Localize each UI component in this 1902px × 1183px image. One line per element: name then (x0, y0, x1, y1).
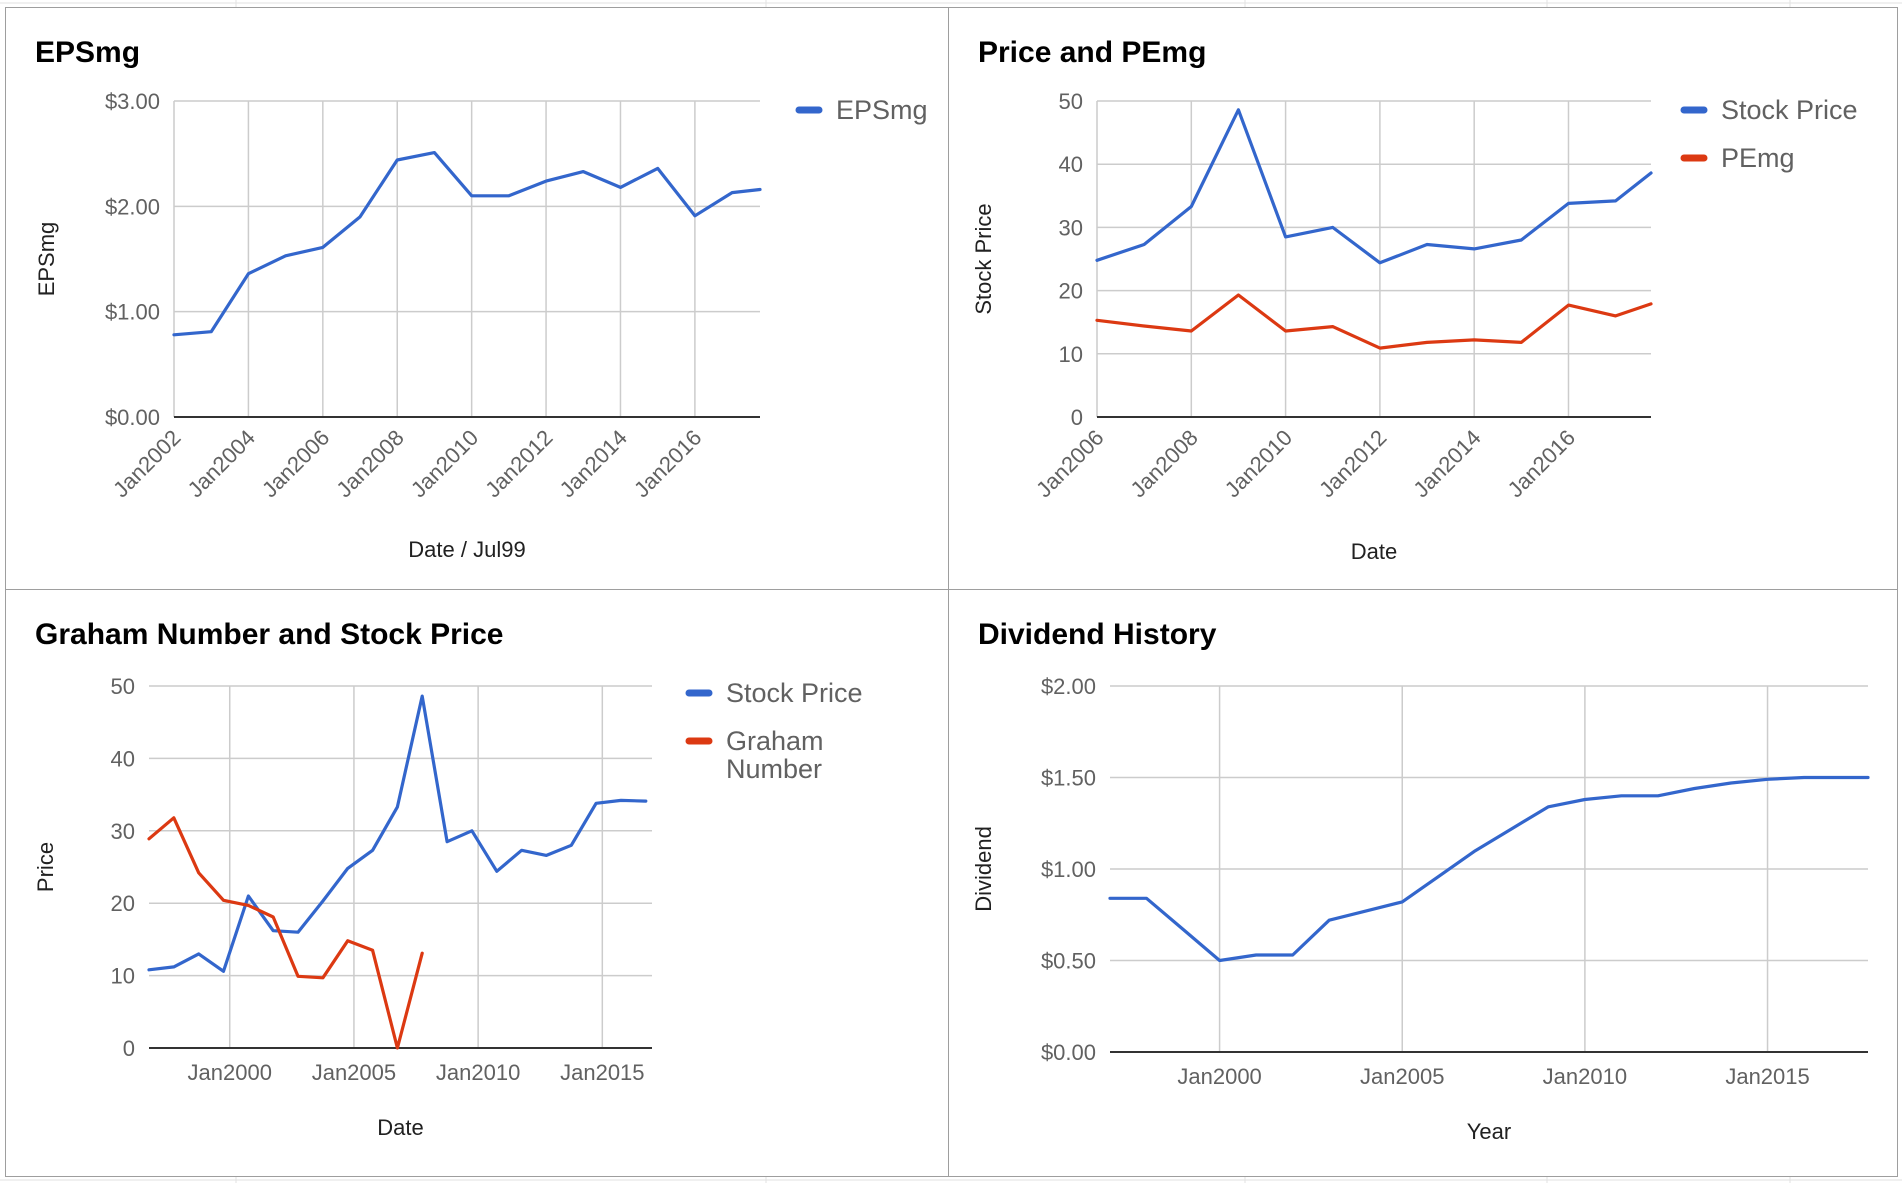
epsmg-chart-panel: EPSmg $0.00 $1.00 $2.00 $3.00 Jan2002 Jan2004… (5, 7, 950, 590)
y-tick-label: 50 (111, 674, 135, 699)
x-tick-label: Jan2012 (480, 425, 557, 502)
y-tick-label: $0.50 (1041, 949, 1096, 974)
epsmg-chart: $0.00$1.00$2.00$3.00Jan2002Jan2004Jan200… (34, 89, 928, 562)
graham-number-and-stock-price-chart: 0 10 20 30 40 50 Jan2000 Jan2005 Jan2010 Jan2015 D… (33, 674, 863, 1140)
legend-item-pemg[interactable]: PEmg (1680, 143, 1795, 173)
gridlines (1110, 685, 1868, 1052)
x-tick-label: Jan2010 (436, 1060, 520, 1085)
x-tick-label: Jan2000 (1177, 1064, 1261, 1089)
x-tick-label: Jan2002 (108, 425, 185, 502)
x-tick-label: Jan2005 (1360, 1064, 1444, 1089)
x-axis-title: Date (377, 1115, 423, 1140)
y-tick-label: $1.50 (1041, 766, 1096, 791)
y-axis-title: Dividend (971, 826, 996, 912)
y-tick-label: 20 (111, 891, 135, 916)
x-tick-label: Jan2004 (183, 425, 260, 502)
x-tick-label: Jan2012 (1314, 425, 1391, 502)
graham-number-chart-panel: Graham Number and Stock Price 0 10 20 30 40 5… (5, 589, 950, 1177)
y-tick-label: 40 (111, 746, 135, 771)
legend-label: Graham (726, 726, 824, 756)
y-axis-title: Stock Price (971, 203, 996, 314)
legend-label: Number (726, 754, 822, 784)
x-axis-title: Date / Jul99 (408, 537, 525, 562)
legend-label: Stock Price (726, 678, 863, 708)
y-tick-label: $1.00 (105, 300, 160, 325)
gridlines (173, 100, 760, 417)
series-line-stock-price (147, 694, 648, 973)
x-tick-label: Jan2008 (1125, 425, 1202, 502)
y-tick-label: 30 (1059, 215, 1083, 240)
y-tick-label: $0.00 (1041, 1040, 1096, 1065)
y-tick-label: 50 (1059, 89, 1083, 114)
y-tick-label: 10 (111, 964, 135, 989)
x-tick-label: Jan2016 (629, 425, 706, 502)
x-tick-label: Jan2010 (1543, 1064, 1627, 1089)
legend-item-stock-price[interactable]: Stock Price (685, 678, 863, 708)
x-axis-title: Date (1351, 539, 1397, 564)
dividend-history-chart-panel: Dividend History $0.00 $0.50 $1.00 $1.50 $2.… (948, 589, 1898, 1177)
legend-label: Stock Price (1721, 95, 1858, 125)
x-tick-label: Jan2014 (1408, 425, 1485, 502)
chart-title: Dividend History (978, 618, 1217, 651)
x-tick-label: Jan2016 (1503, 425, 1580, 502)
y-tick-label: $3.00 (105, 89, 160, 114)
y-tick-label: 0 (1071, 405, 1083, 430)
y-tick-label: $1.00 (1041, 857, 1096, 882)
gridlines (1096, 100, 1651, 417)
series-line-graham-number (147, 816, 424, 1050)
x-tick-label: Jan2008 (331, 425, 408, 502)
y-tick-label: $2.00 (105, 194, 160, 219)
dividend-history-chart: $0.00 $0.50 $1.00 $1.50 $2.00 Jan2000 Jan2005 J… (971, 674, 1870, 1144)
y-tick-label: 0 (123, 1036, 135, 1061)
chart-title: EPSmg (35, 36, 141, 69)
chart-title: Graham Number and Stock Price (35, 618, 504, 651)
y-tick-label: $0.00 (105, 405, 160, 430)
x-axis-title: Year (1467, 1119, 1511, 1144)
y-tick-label: $2.00 (1041, 674, 1096, 699)
series-line-epsmg (172, 151, 762, 337)
x-tick-label: Jan2014 (555, 425, 632, 502)
y-tick-label: 30 (111, 819, 135, 844)
legend-label: EPSmg (836, 95, 928, 125)
gridlines (149, 685, 652, 1048)
x-tick-label: Jan2005 (312, 1060, 396, 1085)
y-tick-label: 10 (1059, 342, 1083, 367)
legend-item-epsmg[interactable]: EPSmg (795, 95, 928, 125)
series-line-dividend (1108, 775, 1870, 963)
x-tick-label: Jan2000 (188, 1060, 272, 1085)
x-tick-label: Jan2006 (1031, 425, 1108, 502)
series-line-stock-price (1095, 108, 1653, 265)
x-tick-label: Jan2006 (257, 425, 334, 502)
x-tick-label: Jan2015 (560, 1060, 644, 1085)
series-line-pemg (1095, 293, 1653, 350)
x-tick-label: Jan2010 (406, 425, 483, 502)
y-tick-label: 20 (1059, 279, 1083, 304)
y-tick-label: 40 (1059, 152, 1083, 177)
legend-label: PEmg (1721, 143, 1795, 173)
chart-title: Price and PEmg (978, 36, 1207, 69)
legend-item-stock-price[interactable]: Stock Price (1680, 95, 1858, 125)
x-tick-label: Jan2010 (1220, 425, 1297, 502)
y-axis-title: Price (33, 842, 58, 892)
y-axis-title: EPSmg (34, 222, 59, 297)
x-tick-label: Jan2015 (1725, 1064, 1809, 1089)
price-and-pemg-chart-panel: Price and PEmg 0 10 20 30 40 50 Jan2006 Jan2008… (948, 7, 1898, 590)
